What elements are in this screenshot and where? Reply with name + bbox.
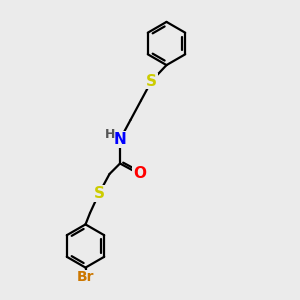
Text: Br: Br: [77, 270, 94, 284]
Text: S: S: [146, 74, 157, 88]
Text: H: H: [105, 128, 116, 141]
Text: N: N: [114, 132, 126, 147]
Text: S: S: [94, 186, 104, 201]
Text: O: O: [133, 167, 146, 182]
